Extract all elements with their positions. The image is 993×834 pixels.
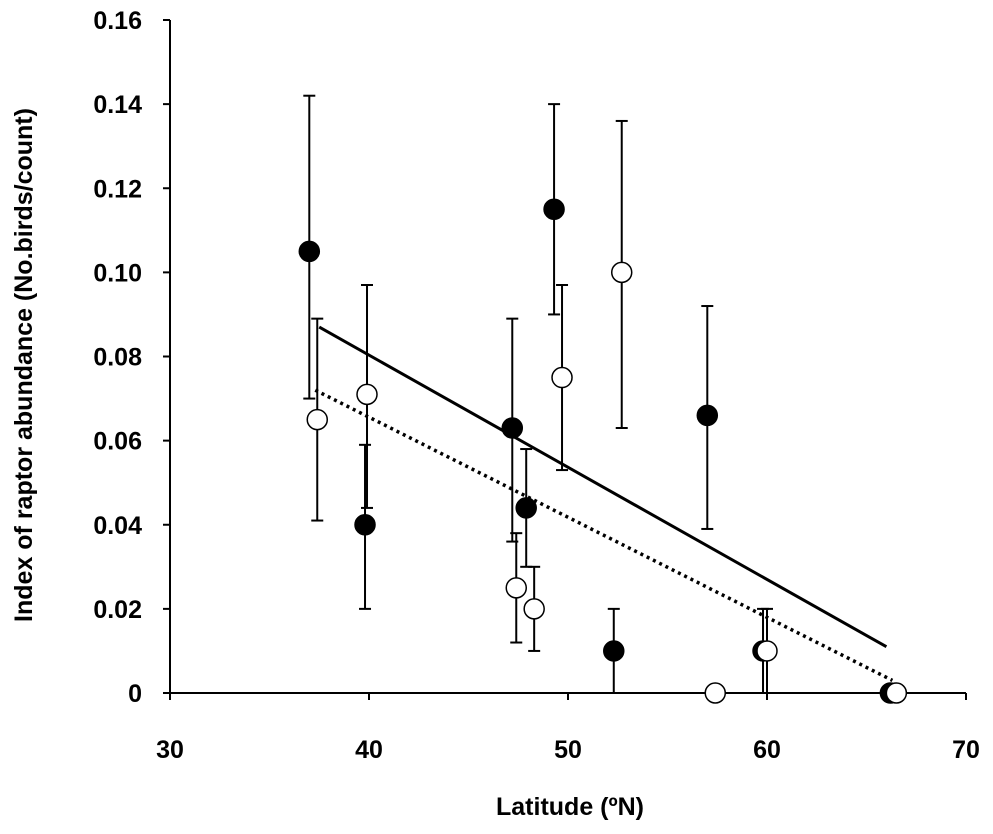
data-point-filled — [298, 240, 321, 263]
data-point-open — [523, 598, 545, 620]
data-point-open — [704, 682, 727, 704]
y-tick-label: 0.12 — [93, 175, 142, 203]
data-point-open — [885, 682, 908, 704]
x-tick-label: 70 — [952, 736, 980, 764]
y-tick-label: 0 — [128, 680, 142, 708]
x-tick-label: 30 — [156, 736, 184, 764]
data-point-open — [356, 383, 378, 406]
axes: 0 0.02 0.04 0.06 0.08 0.10 0.12 0.14 0.16 30 40 50 6… — [93, 7, 980, 764]
y-tick-label: 0.16 — [93, 7, 142, 35]
trend-line-dotted — [314, 388, 894, 682]
data-point-filled — [501, 417, 524, 439]
y-tick-label: 0.08 — [93, 344, 142, 372]
x-tick-label: 50 — [554, 736, 582, 764]
data-point-open — [756, 640, 778, 662]
x-tick-label: 40 — [355, 736, 383, 764]
trend-line-solid — [318, 325, 888, 649]
y-tick-label: 0.02 — [93, 596, 142, 624]
trend-lines — [314, 325, 894, 682]
data-point-open — [505, 577, 528, 599]
x-axis-title: Latitude (ºN) — [496, 793, 644, 821]
y-tick-label: 0.04 — [93, 512, 142, 540]
data-points — [298, 198, 908, 704]
y-axis-title: Index of raptor abundance (No.birds/coun… — [10, 108, 38, 622]
x-tick-label: 60 — [753, 736, 781, 764]
data-point-filled — [515, 497, 537, 519]
data-point-open — [551, 366, 573, 389]
y-tick-label: 0.14 — [93, 91, 142, 119]
data-point-filled — [543, 198, 565, 221]
data-point-filled — [603, 640, 625, 662]
data-point-filled — [696, 404, 719, 427]
data-point-open — [610, 261, 633, 284]
data-point-filled — [354, 514, 376, 536]
y-tick-label: 0.10 — [93, 259, 142, 287]
y-tick-label: 0.06 — [93, 428, 142, 456]
data-point-open — [306, 408, 329, 431]
